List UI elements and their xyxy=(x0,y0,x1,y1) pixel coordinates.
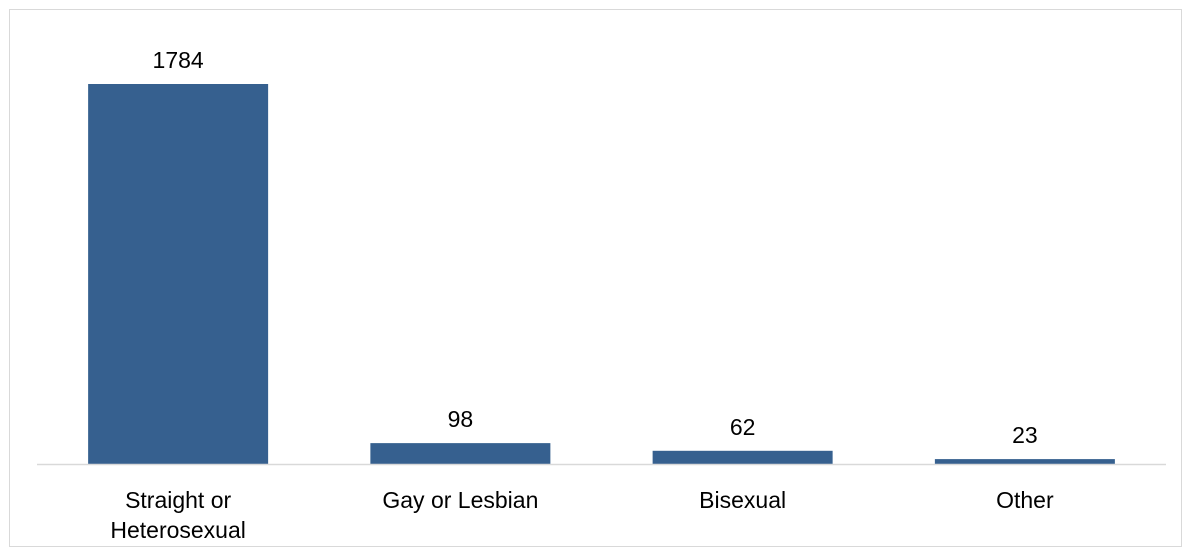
category-label-line: Other xyxy=(996,487,1054,513)
bar-1 xyxy=(370,443,551,464)
data-label-0: 1784 xyxy=(153,47,204,73)
category-label-3: Other xyxy=(996,487,1054,513)
bar-0 xyxy=(88,84,269,464)
data-label-3: 23 xyxy=(1012,422,1038,448)
category-labels-group: Straight or Heterosexual Gay or Lesbian Bis… xyxy=(110,487,1054,543)
bar-3 xyxy=(934,459,1115,464)
category-label-line: Bisexual xyxy=(699,487,786,513)
bars-group xyxy=(88,84,1115,464)
category-label-line: Straight or xyxy=(125,487,231,513)
category-label-line: Heterosexual xyxy=(110,517,246,543)
data-label-2: 62 xyxy=(730,414,756,440)
category-label-1: Gay or Lesbian xyxy=(382,487,538,513)
data-labels-group: 1784 98 62 23 xyxy=(153,47,1038,448)
data-label-1: 98 xyxy=(448,406,474,432)
category-label-line: Gay or Lesbian xyxy=(382,487,538,513)
bar-2 xyxy=(652,450,833,464)
category-label-0: Straight or Heterosexual xyxy=(110,487,246,543)
category-label-2: Bisexual xyxy=(699,487,786,513)
